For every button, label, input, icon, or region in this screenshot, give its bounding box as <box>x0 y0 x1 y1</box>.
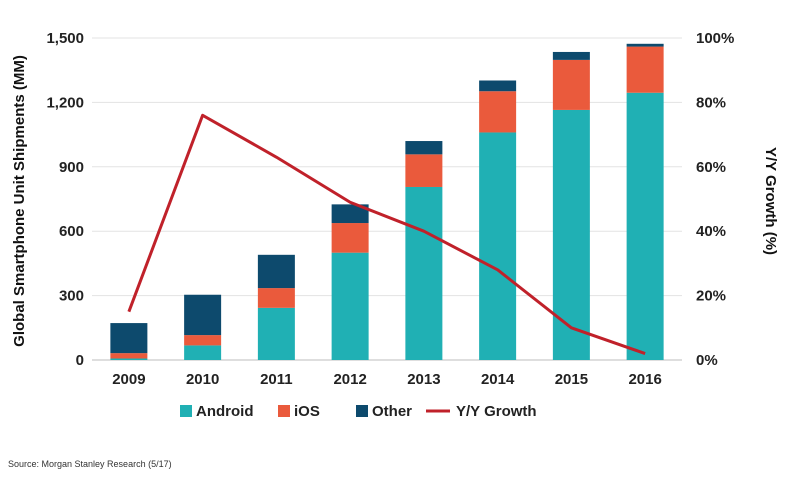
legend-item: Other <box>356 403 412 420</box>
stacked-bars <box>110 43 664 361</box>
legend-swatch <box>278 405 290 417</box>
bar-ios <box>110 353 148 359</box>
bar-android <box>184 345 222 360</box>
bar-android <box>110 358 148 360</box>
growth-line-path <box>127 113 646 355</box>
legend: Android iOS Other Y/Y Growth <box>180 403 537 420</box>
bar-ios <box>405 154 443 187</box>
y-tick-label: 1,500 <box>46 30 84 47</box>
x-tick-label: 2009 <box>112 371 145 388</box>
y-tick-label: 1,200 <box>46 94 84 111</box>
legend-label: Other <box>372 403 412 420</box>
bar-android <box>626 92 664 361</box>
y2-tick-label: 40% <box>696 223 726 240</box>
x-tick-label: 2010 <box>186 371 219 388</box>
bar-other <box>184 294 222 336</box>
y-tick-label: 300 <box>59 288 84 305</box>
x-tick-label: 2012 <box>333 371 366 388</box>
bar-android <box>479 132 517 360</box>
legend-swatch <box>180 405 192 417</box>
y2-tick-label: 20% <box>696 288 726 305</box>
x-tick-label: 2013 <box>407 371 440 388</box>
y2-tick-label: 80% <box>696 94 726 111</box>
x-tick-label: 2016 <box>628 371 661 388</box>
bar-other <box>405 141 443 155</box>
x-tick-label: 2014 <box>481 371 515 388</box>
bar-ios <box>552 59 590 110</box>
bar-other <box>257 254 295 289</box>
legend-item: Y/Y Growth <box>426 403 537 420</box>
bar-android <box>552 109 590 360</box>
bar-ios <box>479 91 517 133</box>
bar-android <box>405 186 443 360</box>
y2-axis-title: Y/Y Growth (%) <box>762 147 779 255</box>
bar-android <box>331 252 369 360</box>
x-axis-ticks: 2009 2010 2011 2012 2013 2014 2015 2016 <box>112 371 662 388</box>
y2-tick-label: 100% <box>696 30 734 47</box>
legend-swatch <box>356 405 368 417</box>
bar-other <box>110 323 148 354</box>
y-axis-title: Global Smartphone Unit Shipments (MM) <box>11 55 28 347</box>
y-tick-label: 600 <box>59 223 84 240</box>
bar-ios <box>184 335 222 346</box>
gridlines <box>92 37 682 361</box>
y-tick-label: 0 <box>76 352 84 369</box>
bar-other <box>626 43 664 47</box>
left-axis-ticks: 0 300 600 900 1,200 1,500 <box>46 30 84 369</box>
y2-tick-label: 60% <box>696 159 726 176</box>
legend-item: iOS <box>278 403 320 420</box>
legend-label: iOS <box>294 403 320 420</box>
bar-other <box>331 204 369 224</box>
growth-line <box>127 113 646 355</box>
legend-label: Android <box>196 403 254 420</box>
right-axis-ticks: 0% 20% 40% 60% 80% 100% <box>696 30 734 369</box>
bar-ios <box>257 288 295 308</box>
bar-ios <box>626 46 664 93</box>
bar-android <box>257 307 295 360</box>
legend-item: Android <box>180 403 254 420</box>
bar-ios <box>331 223 369 253</box>
legend-label: Y/Y Growth <box>456 403 537 420</box>
y2-tick-label: 0% <box>696 352 718 369</box>
source-note: Source: Morgan Stanley Research (5/17) <box>8 459 172 469</box>
x-tick-label: 2015 <box>555 371 588 388</box>
y-tick-label: 900 <box>59 159 84 176</box>
bar-other <box>552 51 590 60</box>
bar-other <box>479 80 517 92</box>
x-tick-label: 2011 <box>260 371 293 388</box>
